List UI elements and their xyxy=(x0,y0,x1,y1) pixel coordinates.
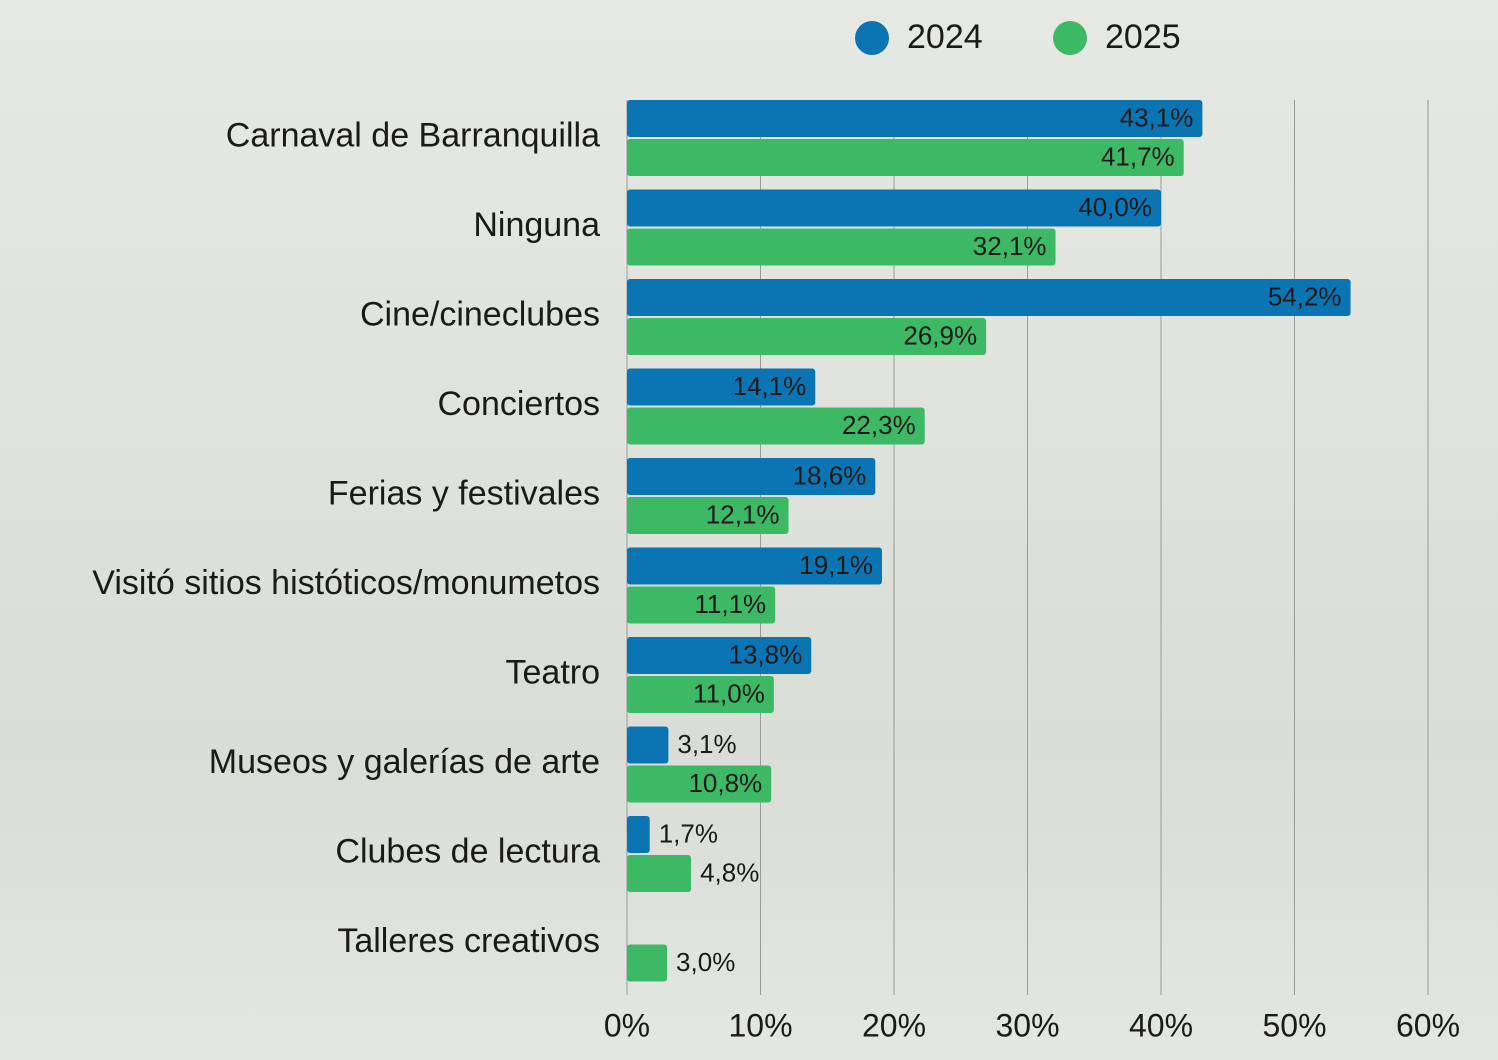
x-tick-label: 0% xyxy=(604,1007,650,1043)
value-label: 43,1% xyxy=(1120,102,1194,132)
y-tick-label: Conciertos xyxy=(437,385,600,423)
y-tick-label: Clubes de lectura xyxy=(335,833,600,871)
bar xyxy=(627,727,668,764)
y-tick-label: Carnaval de Barranquilla xyxy=(226,117,600,155)
value-label: 11,0% xyxy=(693,678,765,708)
value-label: 54,2% xyxy=(1268,281,1342,311)
value-label: 11,1% xyxy=(694,589,766,619)
value-label: 40,0% xyxy=(1078,192,1152,222)
page: 0% 10% 20% 30% 40% 50% 60% Carnaval de Barranqu… xyxy=(0,0,1498,1060)
chart: 0% 10% 20% 30% 40% 50% 60% Carnaval de Barranqu… xyxy=(0,0,1498,1060)
x-tick-label: 10% xyxy=(728,1007,792,1043)
value-label: 32,1% xyxy=(973,231,1047,261)
value-label: 4,8% xyxy=(700,857,759,887)
legend-marker xyxy=(1053,21,1087,55)
y-tick-label: Cine/cineclubes xyxy=(360,296,600,334)
value-label: 12,1% xyxy=(706,499,780,529)
value-label: 14,1% xyxy=(733,371,807,401)
y-tick-label: Talleres creativos xyxy=(337,922,600,960)
x-tick-label: 20% xyxy=(862,1007,926,1043)
y-tick-label: Ferias y festivales xyxy=(328,475,600,513)
x-tick-label: 50% xyxy=(1262,1007,1326,1043)
legend-label: 2025 xyxy=(1105,18,1181,56)
value-label: 18,6% xyxy=(793,460,867,490)
value-label: 1,7% xyxy=(659,818,718,848)
bar xyxy=(627,279,1351,316)
value-label: 10,8% xyxy=(688,768,762,798)
y-tick-label: Museos y galerías de arte xyxy=(209,743,600,781)
value-label: 26,9% xyxy=(903,320,977,350)
y-tick-label: Visitó sitios históticos/monumetos xyxy=(92,564,600,602)
legend-marker xyxy=(855,21,889,55)
x-tick-label: 30% xyxy=(995,1007,1059,1043)
value-label: 22,3% xyxy=(842,410,916,440)
x-tick-label: 60% xyxy=(1396,1007,1460,1043)
y-tick-label: Teatro xyxy=(506,654,601,692)
legend-label: 2024 xyxy=(907,18,983,56)
value-label: 41,7% xyxy=(1101,141,1175,171)
bar xyxy=(627,855,691,892)
value-label: 3,1% xyxy=(677,729,736,759)
x-tick-label: 40% xyxy=(1129,1007,1193,1043)
value-label: 13,8% xyxy=(728,639,802,669)
y-tick-label: Ninguna xyxy=(473,206,600,244)
bar xyxy=(627,100,1202,137)
value-label: 3,0% xyxy=(676,947,735,977)
bar xyxy=(627,945,667,982)
bar xyxy=(627,816,650,853)
value-label: 19,1% xyxy=(799,550,873,580)
